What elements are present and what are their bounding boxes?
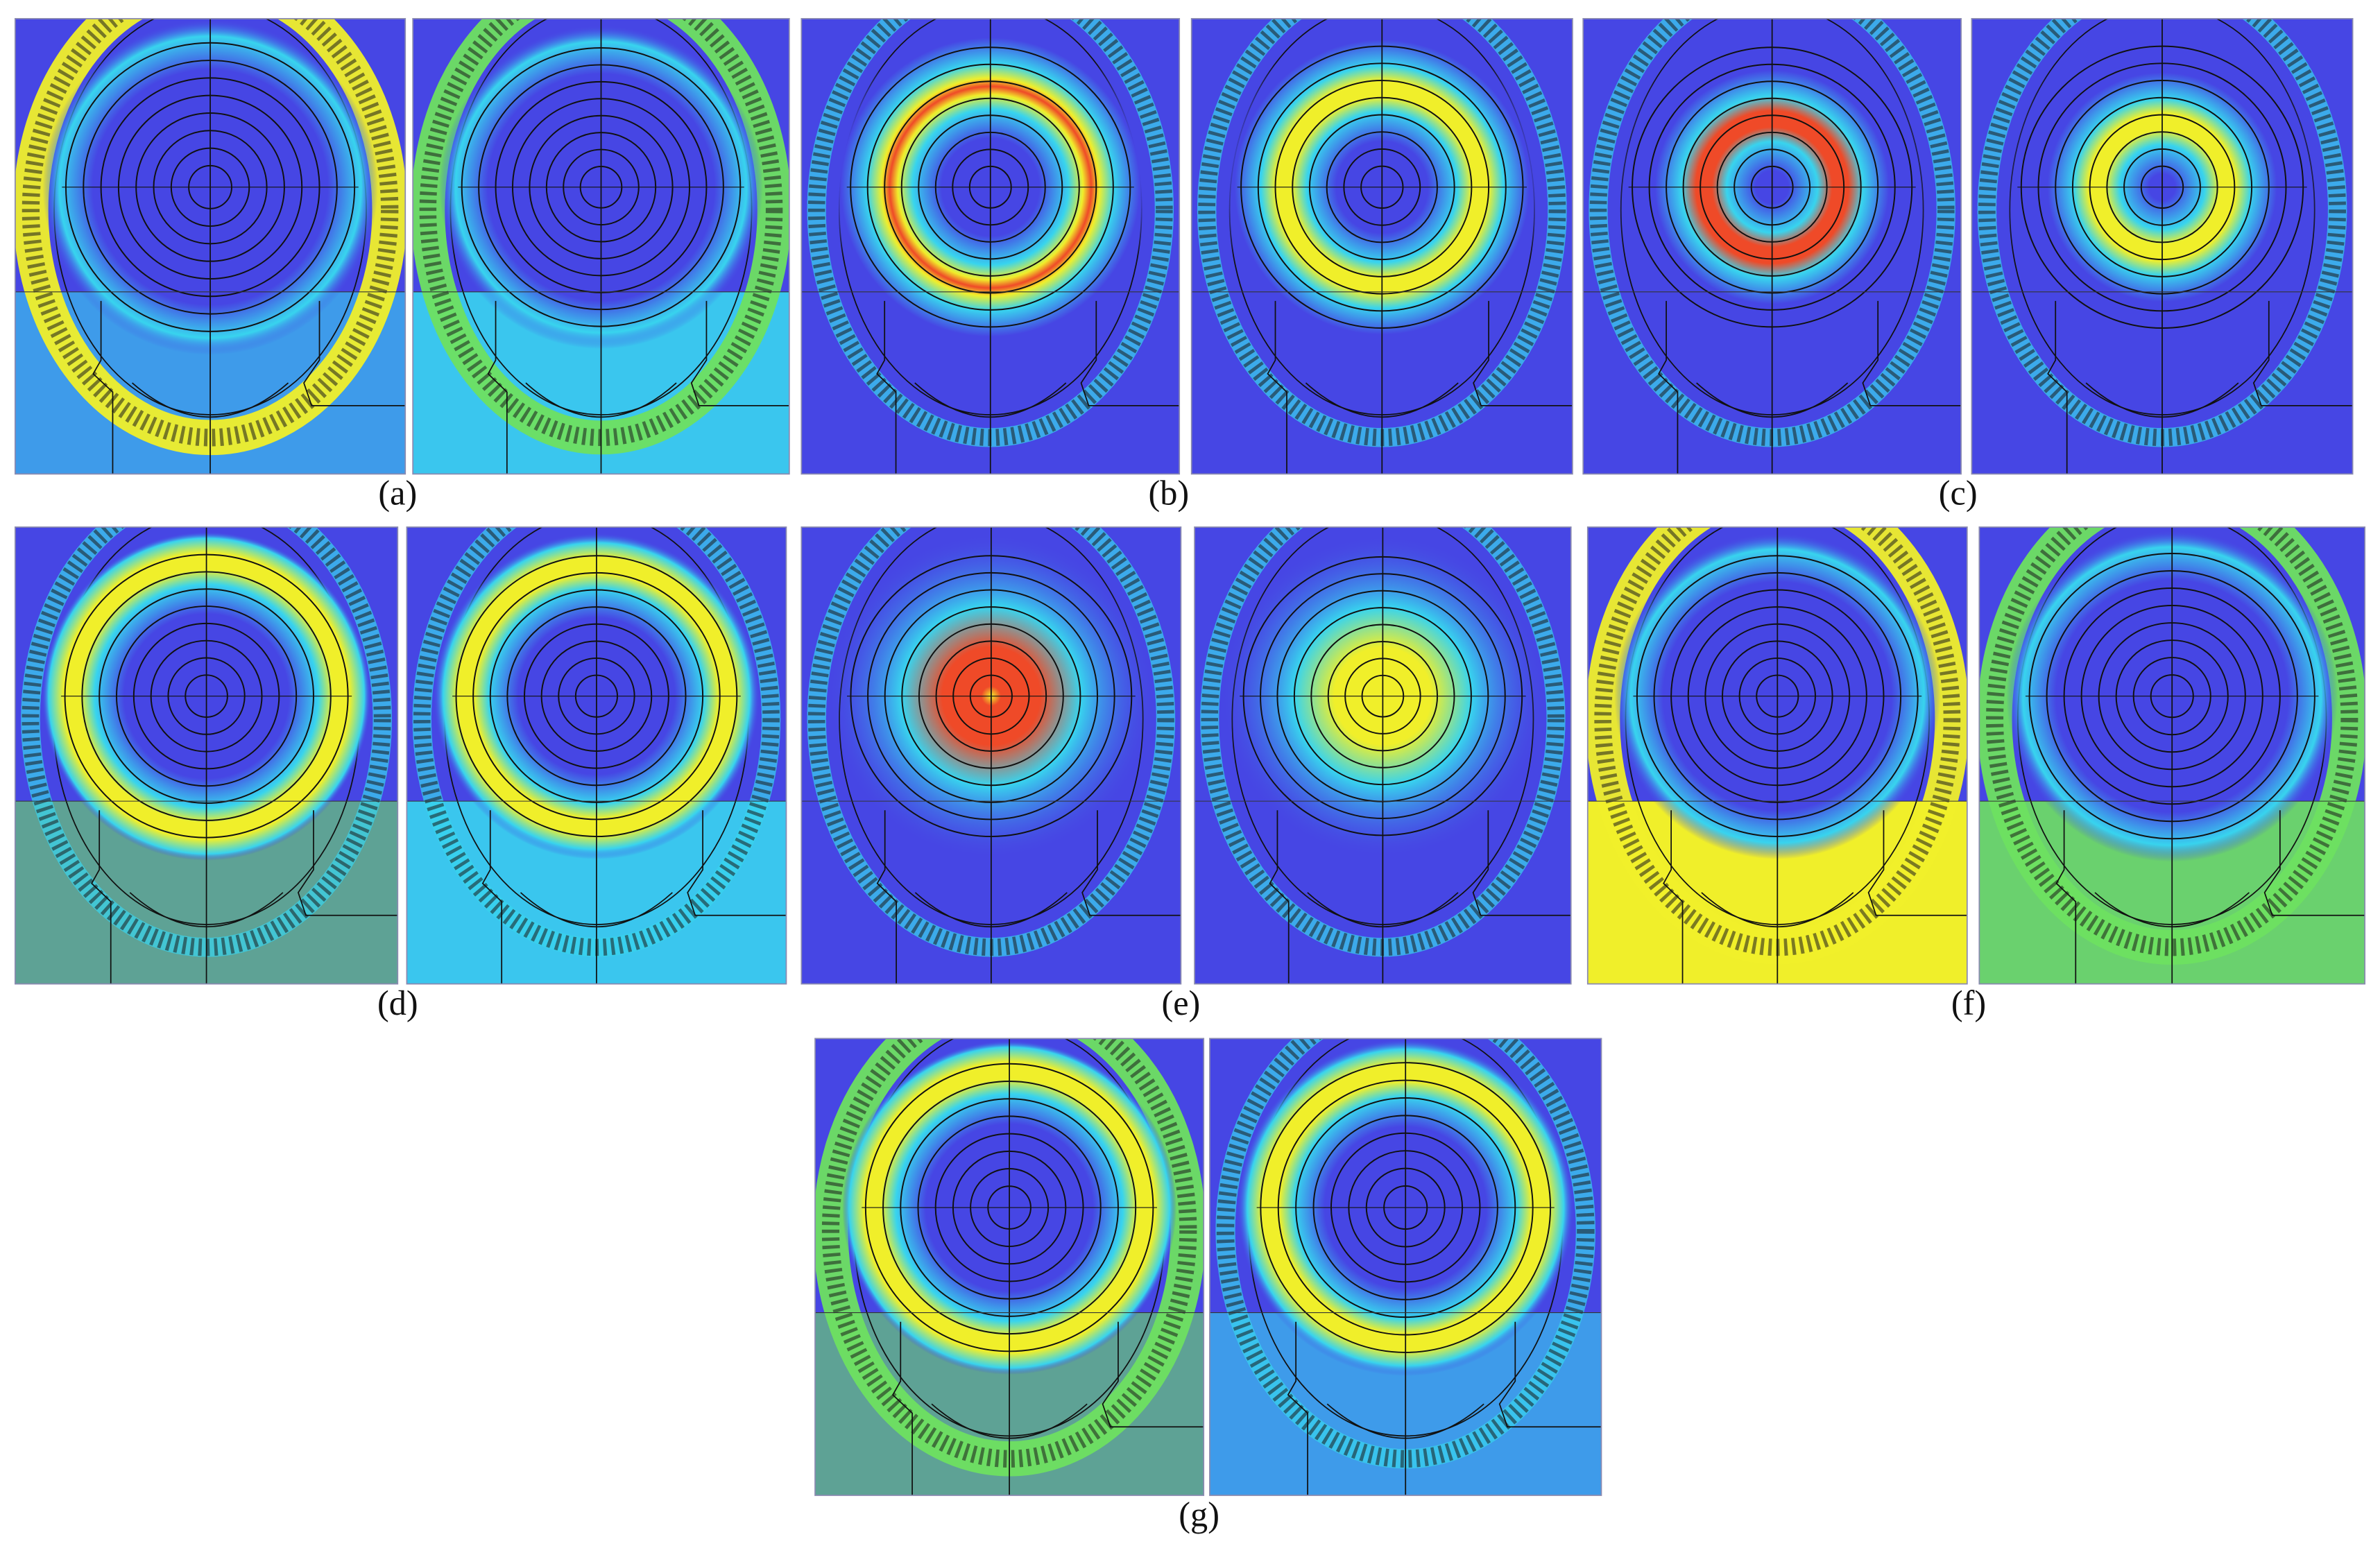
panel-body [1191, 18, 1573, 474]
feed [1269, 810, 1571, 984]
panel-frame [15, 526, 399, 985]
comb-teeth [1986, 526, 2358, 956]
feed [876, 810, 1181, 984]
feed [481, 810, 787, 984]
panel-body [1979, 526, 2365, 984]
feed [876, 300, 1180, 474]
feed [92, 300, 406, 474]
panel [1209, 1038, 1602, 1496]
panel-frame [801, 526, 1182, 985]
panel-frame [1582, 18, 1962, 475]
feed [1663, 810, 1967, 984]
panel-frame [15, 18, 406, 475]
panel-body [15, 18, 406, 474]
comb-teeth [22, 18, 399, 447]
panel [801, 526, 1182, 985]
feed [2047, 300, 2353, 474]
feed [1267, 300, 1573, 474]
panel-body [413, 18, 789, 474]
panel-frame [412, 18, 790, 475]
panel-frame [406, 526, 787, 985]
panel-label: (c) [1939, 474, 1978, 513]
panel [1190, 18, 1573, 475]
panel-label: (e) [1161, 983, 1200, 1022]
panel-body [1195, 526, 1571, 984]
panel [1194, 526, 1572, 985]
panel-frame [1190, 18, 1573, 475]
panel-label: (d) [377, 983, 418, 1022]
panel-label: (a) [378, 474, 417, 513]
panel-label: (f) [1951, 983, 1986, 1022]
panel-frame [1209, 1038, 1602, 1496]
panel [1582, 18, 1962, 475]
feed [2055, 810, 2365, 984]
feed [487, 300, 789, 474]
panel-body [1583, 18, 1962, 474]
panel-label: (g) [1179, 1495, 1219, 1533]
panel-body [801, 526, 1181, 984]
panel-body [1587, 526, 1967, 984]
comb-teeth [1216, 1038, 1595, 1468]
panel-frame [1586, 526, 1968, 985]
panel-body [815, 1038, 1204, 1495]
panel-body [406, 526, 787, 984]
panel-body [1209, 1038, 1602, 1495]
feed [91, 810, 398, 984]
panel [1586, 526, 1968, 985]
panel-frame [1978, 526, 2365, 985]
panel-body [801, 18, 1180, 474]
panel [814, 1038, 1205, 1496]
feed [1658, 300, 1962, 474]
panel [15, 526, 399, 985]
panel [1978, 526, 2365, 985]
panel-frame [814, 1038, 1205, 1496]
panel [801, 18, 1181, 475]
panel-body [1971, 18, 2353, 474]
panel-frame [801, 18, 1181, 475]
panel [1971, 18, 2354, 475]
panel-label: (b) [1149, 474, 1190, 513]
panel [406, 526, 787, 985]
panel [412, 18, 790, 475]
panel [15, 18, 406, 475]
panel-body [15, 526, 398, 984]
panel-frame [1971, 18, 2354, 475]
feed [1287, 1321, 1602, 1495]
panel-frame [1194, 526, 1572, 985]
feed [891, 1321, 1204, 1495]
